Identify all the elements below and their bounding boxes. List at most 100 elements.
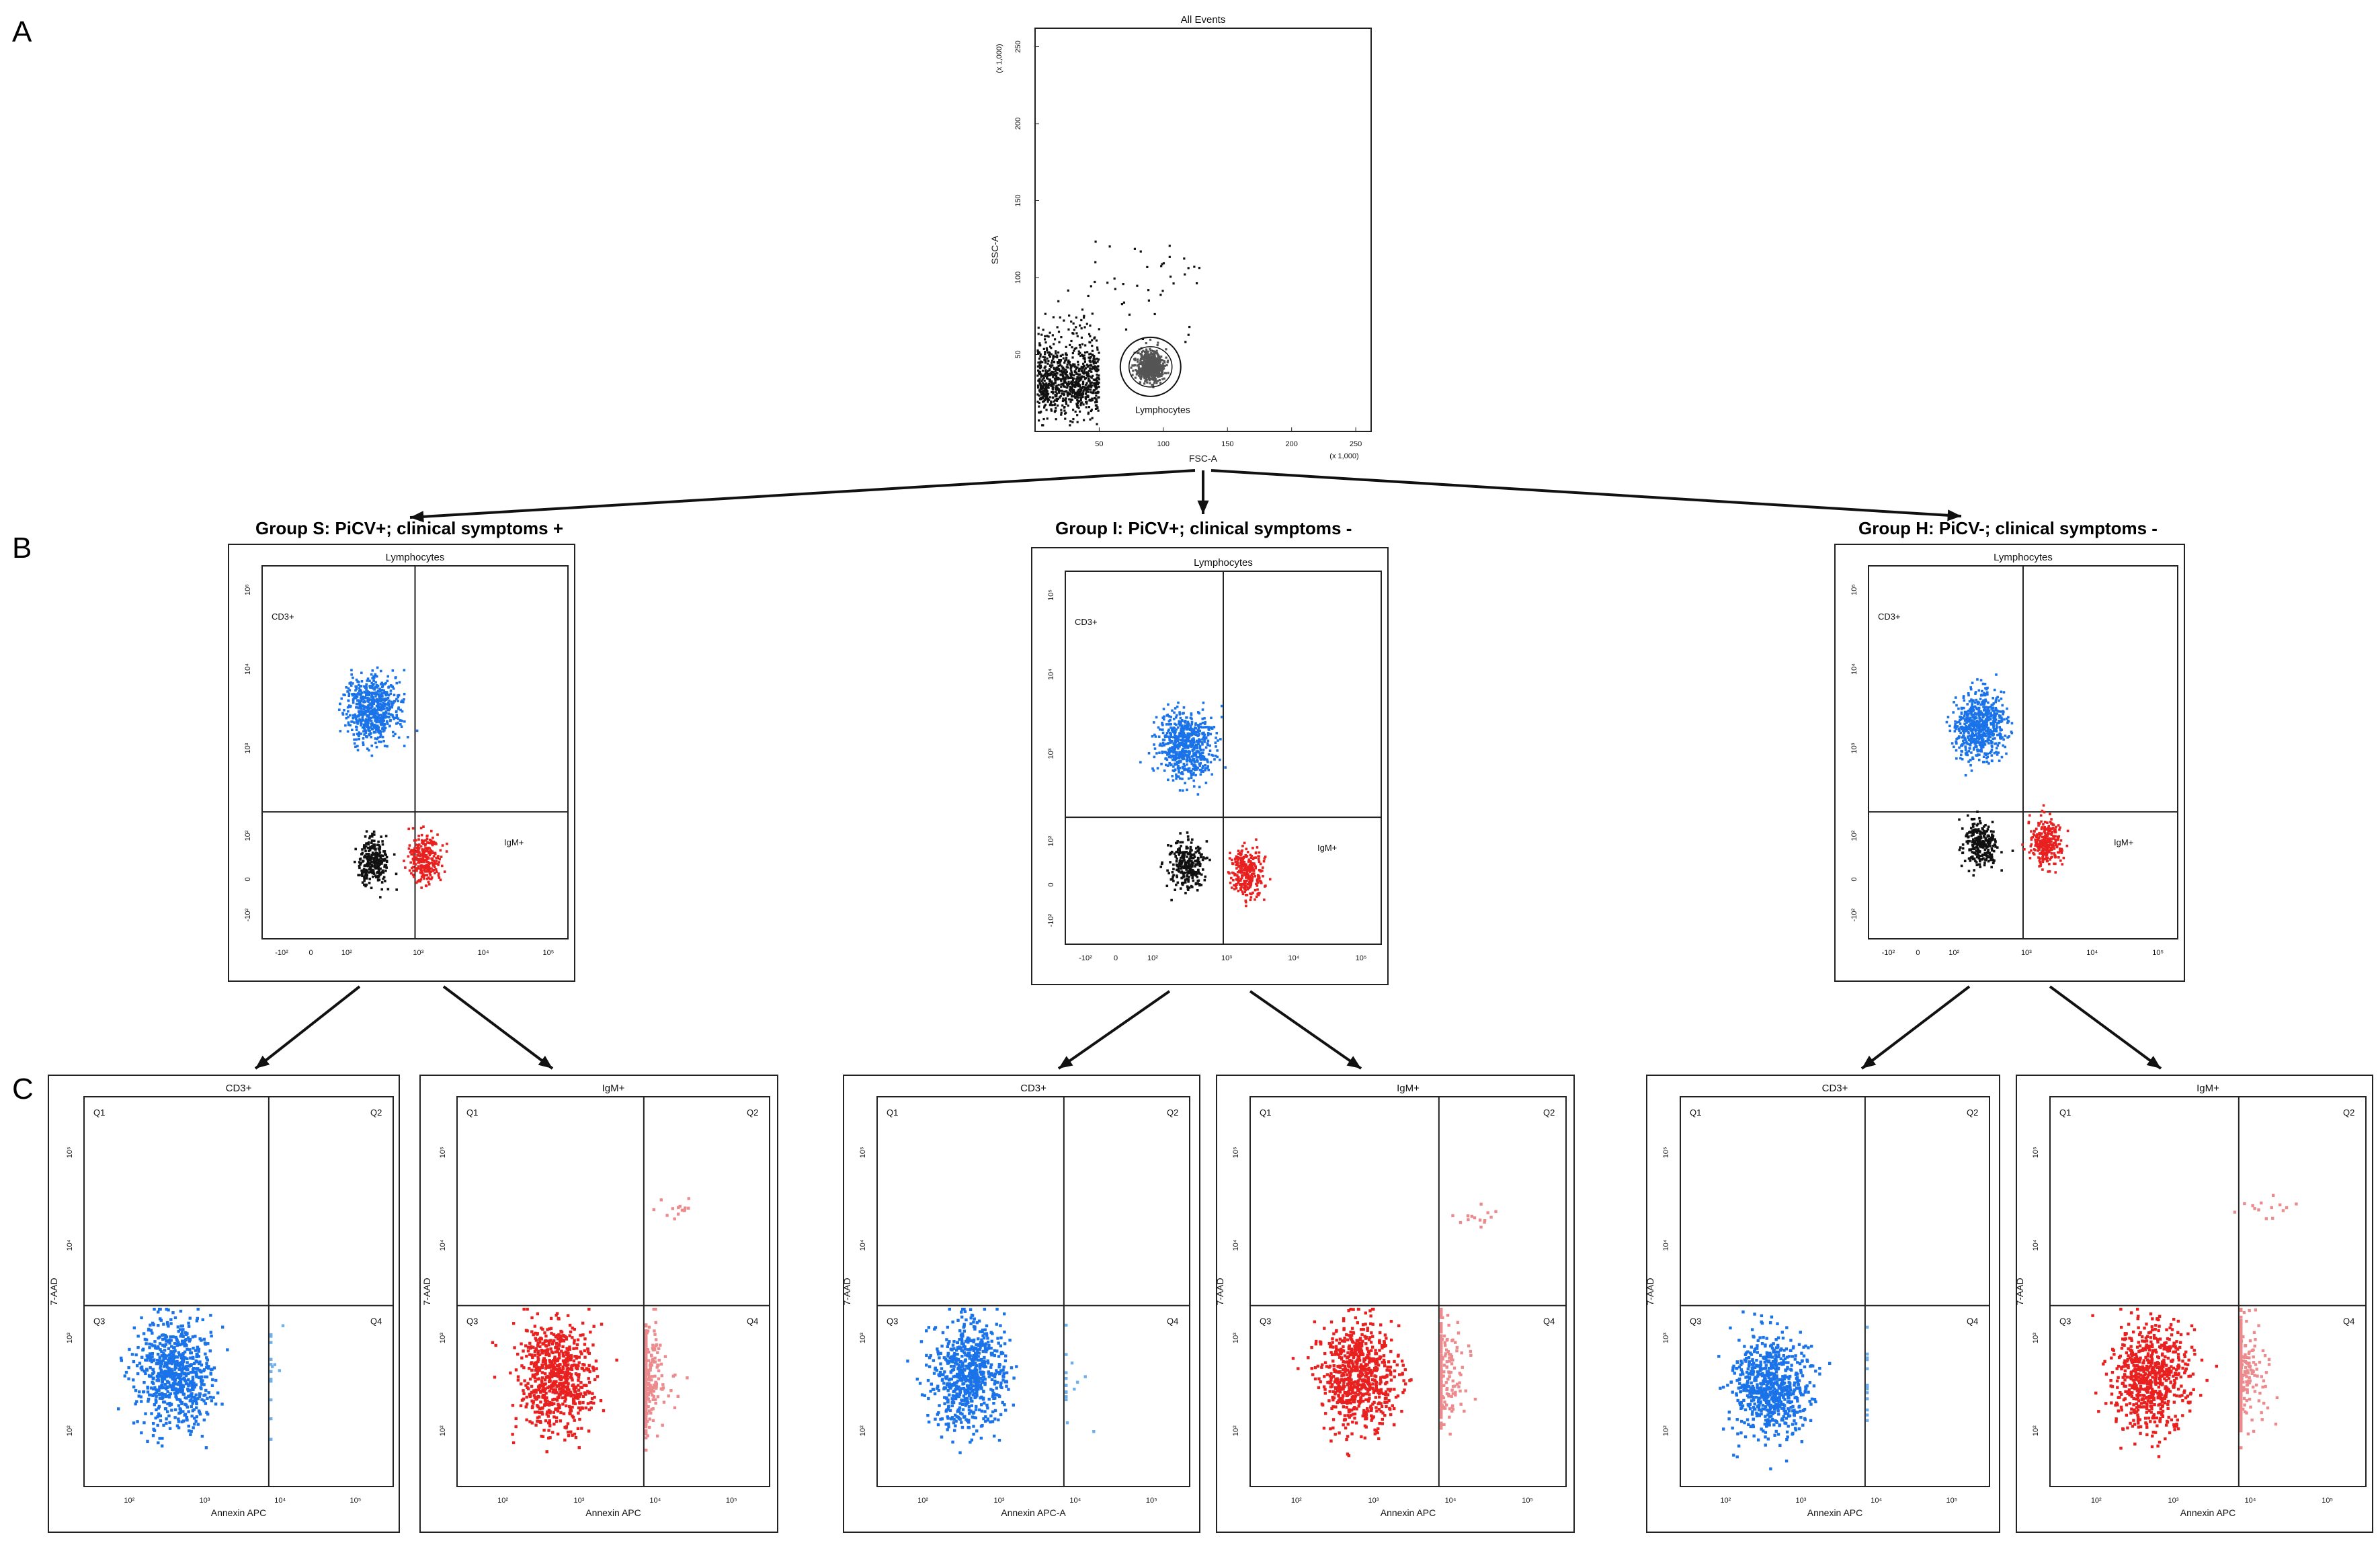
double-negative-event — [363, 879, 366, 882]
igm--event — [1249, 896, 1253, 898]
cd3--event — [1175, 777, 1178, 780]
double-negative-event — [1967, 836, 1970, 839]
cd3--event — [1201, 738, 1204, 741]
igm--event — [420, 839, 423, 842]
igm--event — [436, 833, 439, 836]
lymphocyte-event — [1140, 372, 1143, 374]
igm--event — [404, 866, 407, 869]
igm--event — [1247, 877, 1250, 880]
panel-label-c: C — [12, 1073, 34, 1105]
cd3--event — [1994, 714, 1997, 718]
debris-event — [1053, 371, 1055, 374]
debris-event — [1093, 396, 1096, 399]
cd3--event — [371, 727, 374, 730]
cd3--event — [1955, 740, 1957, 743]
debris-event — [1091, 312, 1094, 315]
scatter-event — [1193, 265, 1196, 268]
cd3--event — [1197, 734, 1200, 737]
debris-event — [1098, 328, 1100, 331]
cd3--event — [1204, 737, 1208, 740]
cd3--event — [1991, 730, 1994, 733]
cd3--event — [1173, 755, 1176, 757]
cd3--event — [1985, 735, 1987, 738]
cd3--event — [1969, 739, 1972, 742]
double-negative-event — [1189, 853, 1192, 855]
cd3--event — [1965, 751, 1969, 754]
igm--event — [428, 853, 432, 857]
cd3--event — [1139, 761, 1142, 764]
cd3--event — [1954, 720, 1957, 723]
cd3--event — [1993, 712, 1996, 716]
igm--event — [415, 843, 417, 846]
cd3--event — [1957, 720, 1961, 724]
debris-event — [1095, 387, 1098, 390]
igm--event — [424, 884, 427, 887]
igm--event — [435, 856, 438, 860]
cd3--event — [1153, 733, 1156, 737]
debris-event — [1094, 368, 1096, 371]
igm--event — [1235, 855, 1238, 858]
double-negative-event — [1180, 862, 1182, 866]
double-negative-event — [363, 876, 366, 879]
igm--event — [1229, 851, 1231, 855]
debris-event — [1086, 388, 1089, 391]
cd3--event — [1184, 741, 1187, 745]
cd3--event — [1994, 699, 1998, 702]
double-negative-event — [1178, 853, 1181, 856]
cd3--event — [1186, 723, 1189, 726]
debris-event — [1075, 332, 1078, 335]
cd3--event — [1187, 750, 1190, 753]
cd3--event — [375, 683, 378, 687]
double-negative-event — [363, 877, 366, 880]
debris-event — [1065, 397, 1067, 400]
cd3--event — [367, 694, 370, 697]
double-negative-event — [1992, 862, 1995, 865]
double-negative-event — [375, 855, 378, 859]
igm--event — [1245, 868, 1248, 872]
double-negative-event — [382, 854, 384, 858]
igm--event — [421, 875, 424, 878]
debris-event — [1076, 405, 1079, 408]
gate-label-cd3: CD3+ — [1075, 617, 1098, 627]
cd3--event — [1971, 708, 1973, 711]
igm--event — [1250, 874, 1253, 877]
igm--event — [1233, 888, 1236, 890]
cd3--event — [1182, 727, 1184, 730]
cd3--event — [1964, 730, 1967, 733]
igm--event — [1257, 858, 1260, 861]
igm--event — [438, 876, 441, 879]
igm--event — [1254, 866, 1257, 870]
igm--event — [425, 870, 428, 873]
debris-event — [1065, 345, 1067, 348]
cd3--event — [1948, 729, 1952, 733]
cd3--event — [383, 745, 386, 747]
double-negative-event — [1194, 865, 1196, 868]
debris-event — [1081, 308, 1084, 311]
cd3--event — [1196, 730, 1200, 734]
cd3--event — [379, 689, 382, 693]
cd3--event — [1976, 678, 1979, 681]
lymphocyte-event — [1160, 358, 1163, 362]
debris-event — [1063, 381, 1066, 384]
double-negative-event — [1979, 850, 1981, 853]
cd3--event — [1192, 757, 1194, 761]
cd3--event — [341, 713, 345, 716]
debris-event — [1057, 331, 1061, 333]
debris-event — [1038, 367, 1041, 370]
debris-event — [1082, 392, 1085, 396]
cd3--event — [1973, 706, 1976, 708]
debris-event — [1039, 411, 1042, 414]
cd3--event — [1966, 753, 1969, 757]
lymphocyte-event — [1155, 357, 1158, 360]
double-negative-event — [1190, 861, 1194, 864]
cd3--event — [1983, 741, 1985, 744]
debris-event — [1079, 354, 1082, 358]
igm--event — [422, 839, 425, 842]
debris-event — [1079, 385, 1081, 388]
debris-event — [1055, 407, 1057, 409]
debris-event — [1088, 333, 1091, 335]
cd3--event — [2006, 721, 2009, 724]
arrow-h-igm-head — [2146, 1056, 2161, 1069]
debris-event — [1040, 397, 1043, 401]
debris-event — [1039, 364, 1042, 367]
